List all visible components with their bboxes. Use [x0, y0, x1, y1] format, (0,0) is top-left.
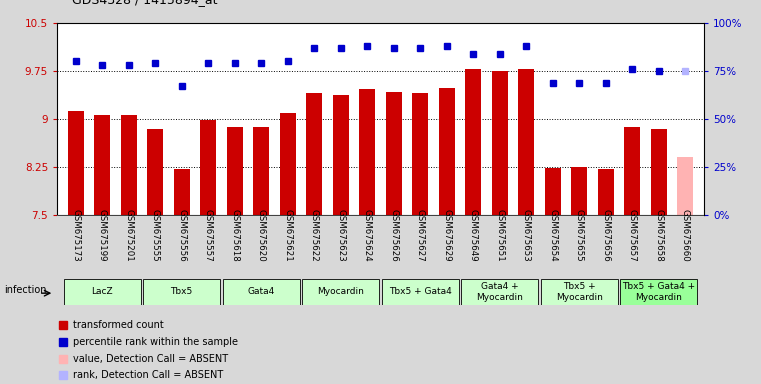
Text: Myocardin: Myocardin: [317, 287, 365, 296]
Bar: [94, 114, 110, 215]
Text: transformed count: transformed count: [73, 320, 164, 330]
Bar: [386, 92, 402, 215]
Bar: [121, 114, 137, 215]
Text: LacZ: LacZ: [91, 287, 113, 296]
Bar: [412, 93, 428, 215]
Bar: [461, 279, 538, 305]
Bar: [439, 88, 455, 215]
Bar: [572, 167, 587, 215]
Bar: [280, 113, 296, 215]
Text: Gata4: Gata4: [247, 287, 275, 296]
Bar: [620, 279, 697, 305]
Text: percentile rank within the sample: percentile rank within the sample: [73, 337, 238, 347]
Bar: [302, 279, 379, 305]
Bar: [68, 111, 84, 215]
Text: infection: infection: [5, 285, 47, 296]
Bar: [382, 279, 459, 305]
Text: GDS4328 / 1415894_at: GDS4328 / 1415894_at: [72, 0, 218, 6]
Bar: [359, 89, 375, 215]
Bar: [333, 95, 349, 215]
Bar: [651, 129, 667, 215]
Bar: [200, 120, 216, 215]
Text: Tbx5 +
Myocardin: Tbx5 + Myocardin: [556, 282, 603, 301]
Bar: [223, 279, 300, 305]
Bar: [147, 129, 163, 215]
Bar: [541, 279, 618, 305]
Bar: [253, 127, 269, 215]
Text: Tbx5 + Gata4 +
Myocardin: Tbx5 + Gata4 + Myocardin: [622, 282, 696, 301]
Bar: [624, 127, 640, 215]
Bar: [492, 71, 508, 215]
Bar: [64, 279, 141, 305]
Bar: [518, 69, 534, 215]
Bar: [598, 169, 614, 215]
Text: value, Detection Call = ABSENT: value, Detection Call = ABSENT: [73, 354, 228, 364]
Bar: [227, 127, 243, 215]
Text: rank, Detection Call = ABSENT: rank, Detection Call = ABSENT: [73, 371, 223, 381]
Bar: [677, 157, 693, 215]
Bar: [465, 69, 481, 215]
Bar: [143, 279, 220, 305]
Bar: [174, 169, 189, 215]
Text: Tbx5: Tbx5: [170, 287, 193, 296]
Bar: [306, 93, 322, 215]
Bar: [545, 168, 561, 215]
Text: Gata4 +
Myocardin: Gata4 + Myocardin: [476, 282, 524, 301]
Text: Tbx5 + Gata4: Tbx5 + Gata4: [389, 287, 451, 296]
